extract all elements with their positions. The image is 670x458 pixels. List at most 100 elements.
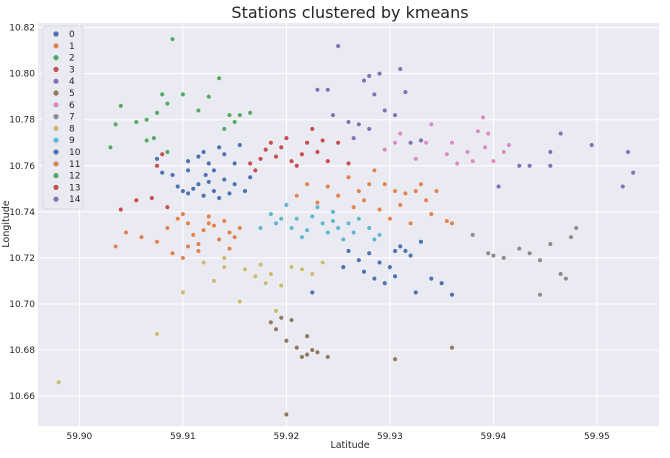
legend-marker — [53, 78, 59, 84]
data-point-cluster-11 — [387, 216, 393, 222]
data-point-cluster-8 — [258, 262, 264, 268]
data-point-cluster-10 — [340, 264, 346, 270]
data-point-cluster-3 — [320, 137, 326, 143]
data-point-cluster-11 — [397, 202, 403, 208]
data-point-cluster-0 — [211, 167, 217, 173]
legend-marker — [53, 137, 59, 143]
data-point-cluster-4 — [356, 121, 362, 127]
data-point-cluster-8 — [221, 264, 227, 270]
legend-label: 13 — [69, 183, 80, 193]
data-point-cluster-10 — [392, 273, 398, 279]
data-point-cluster-10 — [428, 276, 434, 282]
data-point-cluster-1 — [164, 225, 170, 231]
data-point-cluster-6 — [470, 158, 476, 164]
data-point-cluster-7 — [501, 255, 507, 261]
data-point-cluster-9 — [371, 236, 377, 242]
legend-label: 9 — [69, 136, 75, 146]
data-point-cluster-10 — [413, 289, 419, 295]
data-point-cluster-7 — [527, 250, 533, 256]
data-point-cluster-0 — [154, 156, 160, 162]
data-point-cluster-3 — [154, 163, 160, 169]
data-point-cluster-2 — [107, 144, 113, 150]
data-point-cluster-2 — [180, 91, 186, 97]
data-point-cluster-2 — [151, 135, 157, 141]
data-point-cluster-3 — [252, 167, 258, 173]
legend-label: 11 — [69, 160, 80, 170]
x-tick-labels: 59.90 59.91 59.92 59.93 59.94 59.95 — [67, 432, 610, 442]
data-point-cluster-4 — [314, 87, 320, 93]
data-point-cluster-5 — [392, 356, 398, 362]
data-point-cluster-5 — [289, 317, 295, 323]
data-point-cluster-6 — [392, 140, 398, 146]
data-point-cluster-6 — [454, 160, 460, 166]
data-point-cluster-11 — [423, 197, 429, 203]
data-point-cluster-6 — [413, 156, 419, 162]
data-point-cluster-4 — [397, 66, 403, 72]
data-point-cluster-3 — [314, 149, 320, 155]
data-point-cluster-8 — [252, 273, 258, 279]
data-point-cluster-1 — [175, 216, 181, 222]
x-tick-label: 59.92 — [274, 432, 300, 442]
data-point-cluster-10 — [382, 280, 388, 286]
legend-marker — [53, 90, 59, 96]
y-axis-label: Longitude — [1, 200, 12, 247]
data-point-cluster-5 — [304, 333, 310, 339]
data-point-cluster-8 — [154, 331, 160, 337]
y-tick-labels: 10.66 10.68 10.70 10.72 10.74 10.76 10.78 10.80… — [9, 24, 35, 402]
data-point-cluster-8 — [237, 299, 243, 305]
data-point-cluster-9 — [314, 204, 320, 210]
data-point-cluster-2 — [226, 112, 232, 118]
data-point-cluster-3 — [149, 195, 155, 201]
legend-marker — [53, 196, 59, 202]
data-point-cluster-3 — [304, 140, 310, 146]
data-point-cluster-2 — [159, 91, 165, 97]
data-point-cluster-5 — [304, 352, 310, 358]
data-point-cluster-10 — [402, 248, 408, 254]
data-point-cluster-2 — [232, 119, 238, 125]
data-point-cluster-8 — [180, 289, 186, 295]
legend-marker — [53, 102, 59, 108]
data-point-cluster-3 — [289, 158, 295, 164]
data-point-cluster-9 — [258, 225, 264, 231]
data-point-cluster-11 — [449, 220, 455, 226]
legend-label: 10 — [69, 148, 81, 158]
data-point-cluster-11 — [304, 181, 310, 187]
data-point-cluster-0 — [206, 160, 212, 166]
data-point-cluster-6 — [490, 158, 496, 164]
data-point-cluster-1 — [113, 243, 119, 249]
data-point-cluster-9 — [289, 225, 295, 231]
data-point-cluster-11 — [371, 167, 377, 173]
data-point-cluster-1 — [206, 213, 212, 219]
data-point-cluster-3 — [346, 160, 352, 166]
data-point-cluster-9 — [330, 218, 336, 224]
data-point-cluster-3 — [164, 204, 170, 210]
data-point-cluster-6 — [444, 151, 450, 157]
data-point-cluster-10 — [371, 276, 377, 282]
y-tick-label: 10.76 — [9, 162, 35, 172]
data-point-cluster-0 — [242, 188, 248, 194]
data-points — [56, 36, 636, 417]
data-point-cluster-11 — [351, 204, 357, 210]
data-point-cluster-9 — [356, 216, 362, 222]
data-point-cluster-9 — [278, 216, 284, 222]
data-point-cluster-4 — [366, 73, 372, 79]
data-point-cluster-1 — [180, 255, 186, 261]
legend-label: 12 — [69, 172, 80, 182]
legend-box — [42, 25, 84, 210]
legend-marker — [53, 55, 59, 61]
data-point-cluster-4 — [402, 89, 408, 95]
data-point-cluster-2 — [113, 121, 119, 127]
legend-label: 14 — [69, 195, 81, 205]
data-point-cluster-4 — [392, 112, 398, 118]
data-point-cluster-4 — [335, 43, 341, 49]
data-point-cluster-10 — [356, 257, 362, 263]
data-point-cluster-11 — [402, 190, 408, 196]
data-point-cluster-11 — [413, 188, 419, 194]
data-point-cluster-3 — [268, 140, 274, 146]
data-point-cluster-6 — [485, 131, 491, 137]
data-point-cluster-8 — [320, 259, 326, 265]
data-point-cluster-3 — [263, 147, 269, 153]
data-point-cluster-2 — [164, 149, 170, 155]
legend-marker — [53, 66, 59, 72]
